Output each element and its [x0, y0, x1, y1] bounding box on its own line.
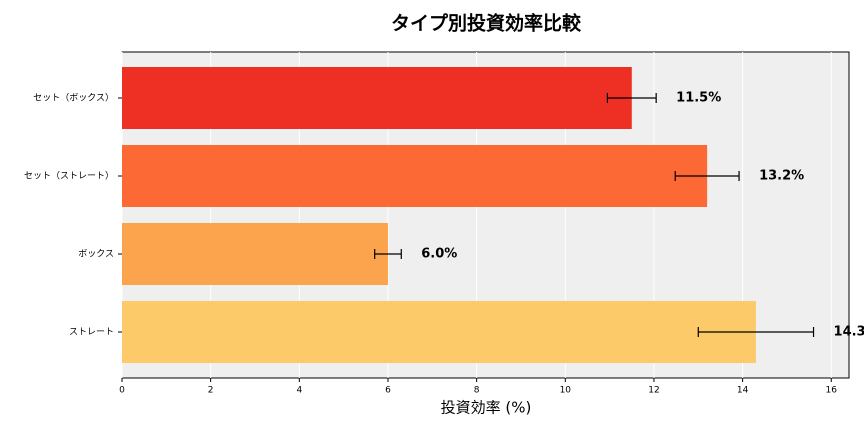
y-tick-label: セット（ストレート）	[24, 171, 114, 182]
bar	[122, 145, 708, 207]
chart-title: タイプ別投資効率比較	[391, 12, 582, 35]
value-label: 6.0%	[421, 247, 457, 262]
x-axis-label: 投資効率 (%)	[441, 399, 532, 417]
value-label: 11.5%	[676, 91, 721, 106]
value-label: 14.3%	[834, 325, 864, 340]
error-bar	[697, 327, 815, 337]
y-tick-label: セット（ボックス）	[33, 93, 114, 104]
error-bar	[374, 249, 402, 259]
x-tick-label: 12	[648, 386, 659, 396]
x-tick-label: 10	[560, 386, 572, 396]
x-tick-label: 4	[296, 386, 302, 396]
x-tick-label: 0	[119, 386, 125, 396]
y-tick-label: ボックス	[78, 249, 114, 260]
x-tick-label: 2	[208, 386, 214, 396]
bar	[122, 67, 632, 129]
y-tick-label: ストレート	[69, 328, 114, 338]
value-label: 13.2%	[759, 169, 804, 184]
x-tick-label: 8	[474, 386, 480, 396]
bar	[122, 223, 388, 285]
x-tick-label: 6	[385, 386, 391, 396]
error-bar	[606, 93, 657, 103]
error-bar	[674, 171, 740, 181]
x-tick-label: 16	[826, 386, 838, 396]
x-tick-label: 14	[737, 386, 749, 396]
bar	[122, 301, 756, 363]
